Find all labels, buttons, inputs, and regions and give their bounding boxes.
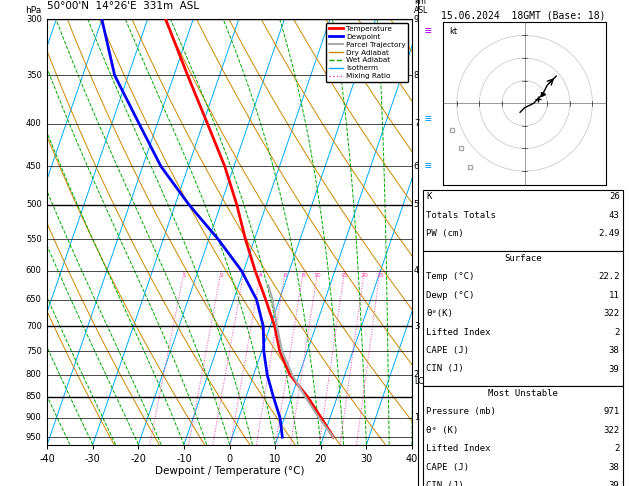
Text: θᵊ(K): θᵊ(K) <box>426 309 454 318</box>
Text: 500: 500 <box>26 200 42 209</box>
Text: 322: 322 <box>603 309 620 318</box>
Text: 25: 25 <box>376 273 384 278</box>
Text: K: K <box>426 192 432 202</box>
Text: 15.06.2024  18GMT (Base: 18): 15.06.2024 18GMT (Base: 18) <box>441 11 605 21</box>
Text: 750: 750 <box>26 347 42 356</box>
Text: 400: 400 <box>26 119 42 128</box>
Text: 2: 2 <box>414 370 419 380</box>
Text: 900: 900 <box>26 413 42 422</box>
Text: Totals Totals: Totals Totals <box>426 211 496 220</box>
Text: CAPE (J): CAPE (J) <box>426 346 469 355</box>
Text: Temp (°C): Temp (°C) <box>426 272 475 281</box>
Text: 7: 7 <box>414 119 419 128</box>
Text: ≡: ≡ <box>425 214 431 224</box>
Text: 950: 950 <box>26 433 42 442</box>
Text: θᵊ (K): θᵊ (K) <box>426 426 459 435</box>
Text: 26: 26 <box>609 192 620 202</box>
Text: Pressure (mb): Pressure (mb) <box>426 407 496 417</box>
Text: 43: 43 <box>609 211 620 220</box>
Text: ≡: ≡ <box>425 161 431 172</box>
Text: 3: 3 <box>242 273 246 278</box>
Text: Most Unstable: Most Unstable <box>488 389 558 398</box>
Text: 50°00'N  14°26'E  331m  ASL: 50°00'N 14°26'E 331m ASL <box>47 1 199 11</box>
Text: 3: 3 <box>414 322 419 331</box>
Text: ≡: ≡ <box>425 114 431 124</box>
Text: 350: 350 <box>26 71 42 80</box>
Text: 6: 6 <box>284 273 287 278</box>
Text: 550: 550 <box>26 235 42 243</box>
Text: 2.49: 2.49 <box>598 229 620 239</box>
Text: 971: 971 <box>603 407 620 417</box>
Text: 800: 800 <box>26 370 42 380</box>
Text: 600: 600 <box>26 266 42 275</box>
Text: CIN (J): CIN (J) <box>426 481 464 486</box>
Text: hPa: hPa <box>25 6 42 15</box>
Text: 22.2: 22.2 <box>598 272 620 281</box>
Text: 322: 322 <box>603 426 620 435</box>
Text: 9: 9 <box>414 15 419 24</box>
Text: kt: kt <box>450 27 458 36</box>
Text: 300: 300 <box>26 15 42 24</box>
Text: LCL: LCL <box>414 377 428 386</box>
Legend: Temperature, Dewpoint, Parcel Trajectory, Dry Adiabat, Wet Adiabat, Isotherm, Mi: Temperature, Dewpoint, Parcel Trajectory… <box>326 23 408 82</box>
Text: ≡: ≡ <box>425 420 431 431</box>
Text: 2: 2 <box>219 273 223 278</box>
Text: km
ASL: km ASL <box>414 0 428 15</box>
Text: CAPE (J): CAPE (J) <box>426 463 469 472</box>
Text: 20: 20 <box>360 273 368 278</box>
Text: Mixing Ratio (g/kg): Mixing Ratio (g/kg) <box>444 229 453 303</box>
Text: 4: 4 <box>414 266 419 275</box>
Text: 38: 38 <box>609 463 620 472</box>
Text: 11: 11 <box>609 291 620 300</box>
Text: 39: 39 <box>609 481 620 486</box>
Text: 39: 39 <box>609 364 620 374</box>
Text: 1: 1 <box>182 273 186 278</box>
Text: PW (cm): PW (cm) <box>426 229 464 239</box>
Text: 700: 700 <box>26 322 42 331</box>
Text: ≡: ≡ <box>425 392 431 402</box>
Text: 850: 850 <box>26 392 42 401</box>
Text: 10: 10 <box>314 273 321 278</box>
Text: Dewp (°C): Dewp (°C) <box>426 291 475 300</box>
Text: 450: 450 <box>26 162 42 171</box>
Text: Lifted Index: Lifted Index <box>426 328 491 337</box>
Text: 8: 8 <box>414 71 419 80</box>
Text: Lifted Index: Lifted Index <box>426 444 491 453</box>
Text: CIN (J): CIN (J) <box>426 364 464 374</box>
Text: 8: 8 <box>301 273 305 278</box>
Text: Surface: Surface <box>504 254 542 263</box>
X-axis label: Dewpoint / Temperature (°C): Dewpoint / Temperature (°C) <box>155 467 304 476</box>
Text: 650: 650 <box>26 295 42 304</box>
Text: ≡: ≡ <box>425 26 431 36</box>
Text: 1: 1 <box>414 413 419 422</box>
Text: 15: 15 <box>341 273 348 278</box>
Text: 2: 2 <box>614 444 620 453</box>
Text: 4: 4 <box>259 273 263 278</box>
Text: 2: 2 <box>614 328 620 337</box>
Text: 38: 38 <box>609 346 620 355</box>
Text: 5: 5 <box>414 200 419 209</box>
Text: 6: 6 <box>414 162 419 171</box>
